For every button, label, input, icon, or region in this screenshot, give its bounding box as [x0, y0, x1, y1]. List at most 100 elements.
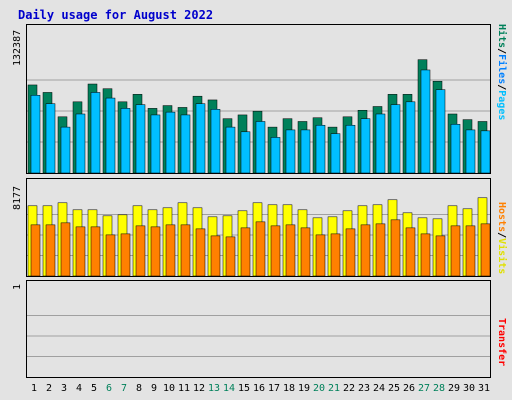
bar-hosts-9	[150, 226, 161, 276]
bar-hosts-13	[210, 235, 221, 276]
bar-files-13	[210, 109, 221, 173]
day-label-31: 31	[477, 383, 491, 394]
bar-hosts-3	[60, 222, 71, 276]
bar-files-10	[165, 111, 176, 173]
day-label-9: 9	[150, 383, 158, 394]
bar-files-2	[45, 103, 56, 173]
bar-hosts-23	[360, 224, 371, 276]
bar-files-3	[60, 126, 71, 173]
transfer-panel	[26, 280, 491, 378]
day-label-13: 13	[207, 383, 221, 394]
hits-files-pages-panel	[26, 24, 491, 174]
bar-files-16	[255, 121, 266, 173]
bar-hosts-24	[375, 223, 386, 276]
bar-files-1	[30, 95, 41, 173]
hits-ymax-label: 132387	[12, 29, 23, 66]
legend-visits: Visits	[496, 238, 507, 275]
legend-hosts: Hosts	[496, 202, 507, 233]
day-label-20: 20	[312, 383, 326, 394]
bar-files-4	[75, 113, 86, 173]
bar-files-23	[360, 118, 371, 173]
bar-hosts-26	[405, 227, 416, 276]
day-label-14: 14	[222, 383, 236, 394]
legend-hits-files-pages: Hits/Files/Pages	[496, 24, 507, 120]
legend-visits-hosts: Hosts/Visits	[496, 202, 507, 274]
day-label-25: 25	[387, 383, 401, 394]
bar-files-29	[450, 124, 461, 173]
day-label-24: 24	[372, 383, 386, 394]
day-label-27: 27	[417, 383, 431, 394]
day-label-19: 19	[297, 383, 311, 394]
bar-hosts-29	[450, 225, 461, 276]
day-label-16: 16	[252, 383, 266, 394]
day-label-5: 5	[90, 383, 98, 394]
day-label-2: 2	[45, 383, 53, 394]
bar-files-30	[465, 129, 476, 173]
day-label-21: 21	[327, 383, 341, 394]
chart-title: Daily usage for August 2022	[18, 8, 214, 22]
bar-files-9	[150, 114, 161, 173]
day-label-23: 23	[357, 383, 371, 394]
bar-hosts-21	[330, 233, 341, 276]
day-label-18: 18	[282, 383, 296, 394]
bar-hosts-27	[420, 233, 431, 276]
bar-hosts-17	[270, 225, 281, 276]
hits-files-chart	[27, 59, 490, 173]
bar-hosts-25	[390, 219, 401, 276]
bar-hosts-18	[285, 224, 296, 276]
legend-transfer: Transfer	[496, 318, 507, 366]
day-label-11: 11	[177, 383, 191, 394]
day-label-8: 8	[135, 383, 143, 394]
bar-files-15	[240, 131, 251, 173]
bar-files-19	[300, 129, 311, 173]
day-label-15: 15	[237, 383, 251, 394]
legend-hits: Hits	[496, 24, 507, 49]
bar-hosts-12	[195, 228, 206, 276]
day-label-12: 12	[192, 383, 206, 394]
bar-files-24	[375, 113, 386, 173]
legend-files: Files	[496, 54, 507, 85]
bar-files-28	[435, 89, 446, 173]
bar-hosts-14	[225, 236, 236, 276]
bar-hosts-10	[165, 224, 176, 276]
bar-files-26	[405, 101, 416, 173]
bar-files-25	[390, 104, 401, 173]
day-label-10: 10	[162, 383, 176, 394]
bar-hosts-31	[480, 223, 490, 276]
bar-hosts-8	[135, 225, 146, 276]
bar-files-31	[480, 130, 490, 173]
bar-hosts-15	[240, 227, 251, 276]
day-label-7: 7	[120, 383, 128, 394]
bar-hosts-5	[90, 226, 101, 276]
day-label-29: 29	[447, 383, 461, 394]
bar-hosts-19	[300, 227, 311, 276]
bar-files-17	[270, 137, 281, 173]
bar-hosts-28	[435, 235, 446, 276]
day-label-17: 17	[267, 383, 281, 394]
day-label-3: 3	[60, 383, 68, 394]
bar-hosts-7	[120, 233, 131, 276]
bar-files-27	[420, 69, 431, 173]
legend-transfer-label: Transfer	[496, 318, 507, 367]
bar-files-21	[330, 133, 341, 173]
bar-files-12	[195, 103, 206, 173]
bar-files-7	[120, 108, 131, 173]
bar-hosts-16	[255, 221, 266, 276]
transfer-ymax-label: 1	[12, 283, 23, 290]
bar-hosts-20	[315, 234, 326, 276]
bar-files-14	[225, 126, 236, 173]
bar-files-11	[180, 114, 191, 173]
visits-ymax-label: 8177	[12, 185, 23, 210]
bar-files-18	[285, 129, 296, 173]
bar-hosts-30	[465, 225, 476, 276]
day-label-28: 28	[432, 383, 446, 394]
day-label-6: 6	[105, 383, 113, 394]
bar-files-20	[315, 124, 326, 173]
day-label-26: 26	[402, 383, 416, 394]
day-label-4: 4	[75, 383, 83, 394]
bar-hosts-6	[105, 234, 116, 276]
day-label-30: 30	[462, 383, 476, 394]
legend-pages: Pages	[496, 90, 507, 121]
bar-files-5	[90, 92, 101, 173]
